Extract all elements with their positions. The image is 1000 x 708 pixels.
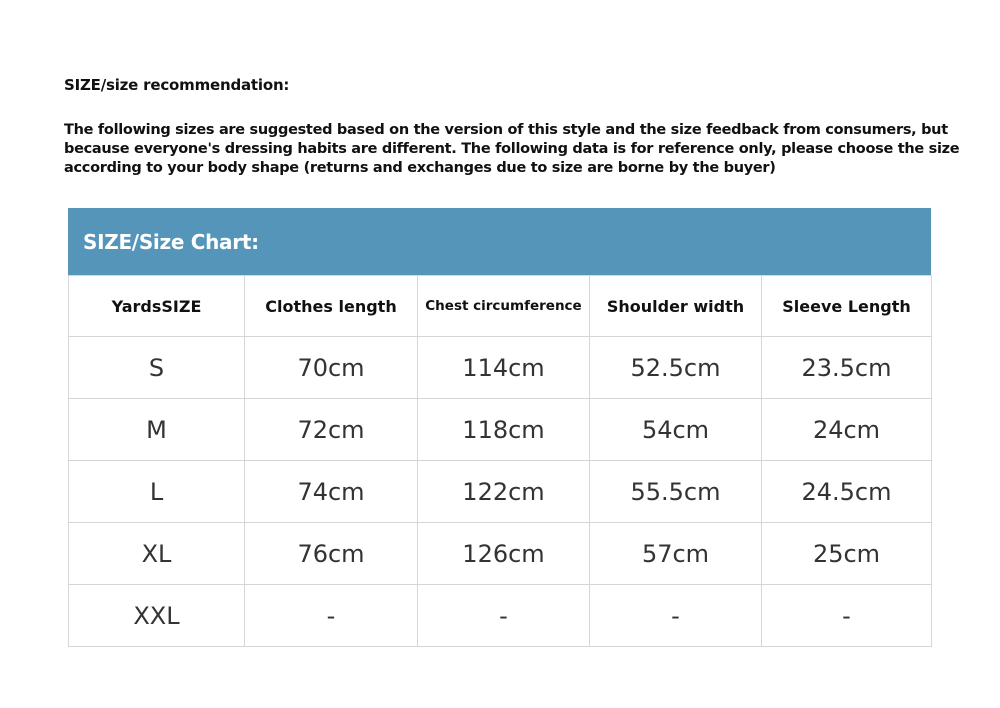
table-row: S 70cm 114cm 52.5cm 23.5cm: [68, 336, 932, 399]
size-table: YardsSIZE Clothes length Chest circumfer…: [68, 275, 932, 647]
table-cell: L: [68, 460, 245, 523]
table-cell: 25cm: [761, 522, 932, 585]
table-cell: S: [68, 336, 245, 399]
table-cell: 54cm: [589, 398, 762, 461]
table-header-row: YardsSIZE Clothes length Chest circumfer…: [68, 275, 932, 337]
column-header: Sleeve Length: [761, 275, 932, 337]
table-cell: M: [68, 398, 245, 461]
table-row: M 72cm 118cm 54cm 24cm: [68, 398, 932, 461]
table-cell: 24.5cm: [761, 460, 932, 523]
size-chart-heading: SIZE/Size Chart:: [68, 208, 931, 275]
table-cell: 74cm: [244, 460, 418, 523]
column-header: YardsSIZE: [68, 275, 245, 337]
table-cell: -: [244, 584, 418, 647]
description: The following sizes are suggested based …: [64, 122, 960, 176]
table-cell: 70cm: [244, 336, 418, 399]
column-header: Clothes length: [244, 275, 418, 337]
table-cell: -: [417, 584, 590, 647]
size-chart: SIZE/Size Chart: YardsSIZE Clothes lengt…: [68, 208, 932, 647]
table-row: L 74cm 122cm 55.5cm 24.5cm: [68, 460, 932, 523]
column-header: Chest circumference: [417, 275, 590, 337]
table-cell: 55.5cm: [589, 460, 762, 523]
table-row: XXL - - - -: [68, 584, 932, 647]
table-cell: -: [761, 584, 932, 647]
table-cell: 52.5cm: [589, 336, 762, 399]
table-cell: 23.5cm: [761, 336, 932, 399]
table-row: XL 76cm 126cm 57cm 25cm: [68, 522, 932, 585]
table-cell: 76cm: [244, 522, 418, 585]
table-cell: XL: [68, 522, 245, 585]
table-cell: 126cm: [417, 522, 590, 585]
table-cell: 57cm: [589, 522, 762, 585]
table-cell: 118cm: [417, 398, 590, 461]
page-title: SIZE/size recommendation:: [64, 76, 290, 94]
table-cell: 72cm: [244, 398, 418, 461]
table-cell: 114cm: [417, 336, 590, 399]
table-cell: XXL: [68, 584, 245, 647]
table-cell: 24cm: [761, 398, 932, 461]
table-cell: 122cm: [417, 460, 590, 523]
table-cell: -: [589, 584, 762, 647]
column-header: Shoulder width: [589, 275, 762, 337]
